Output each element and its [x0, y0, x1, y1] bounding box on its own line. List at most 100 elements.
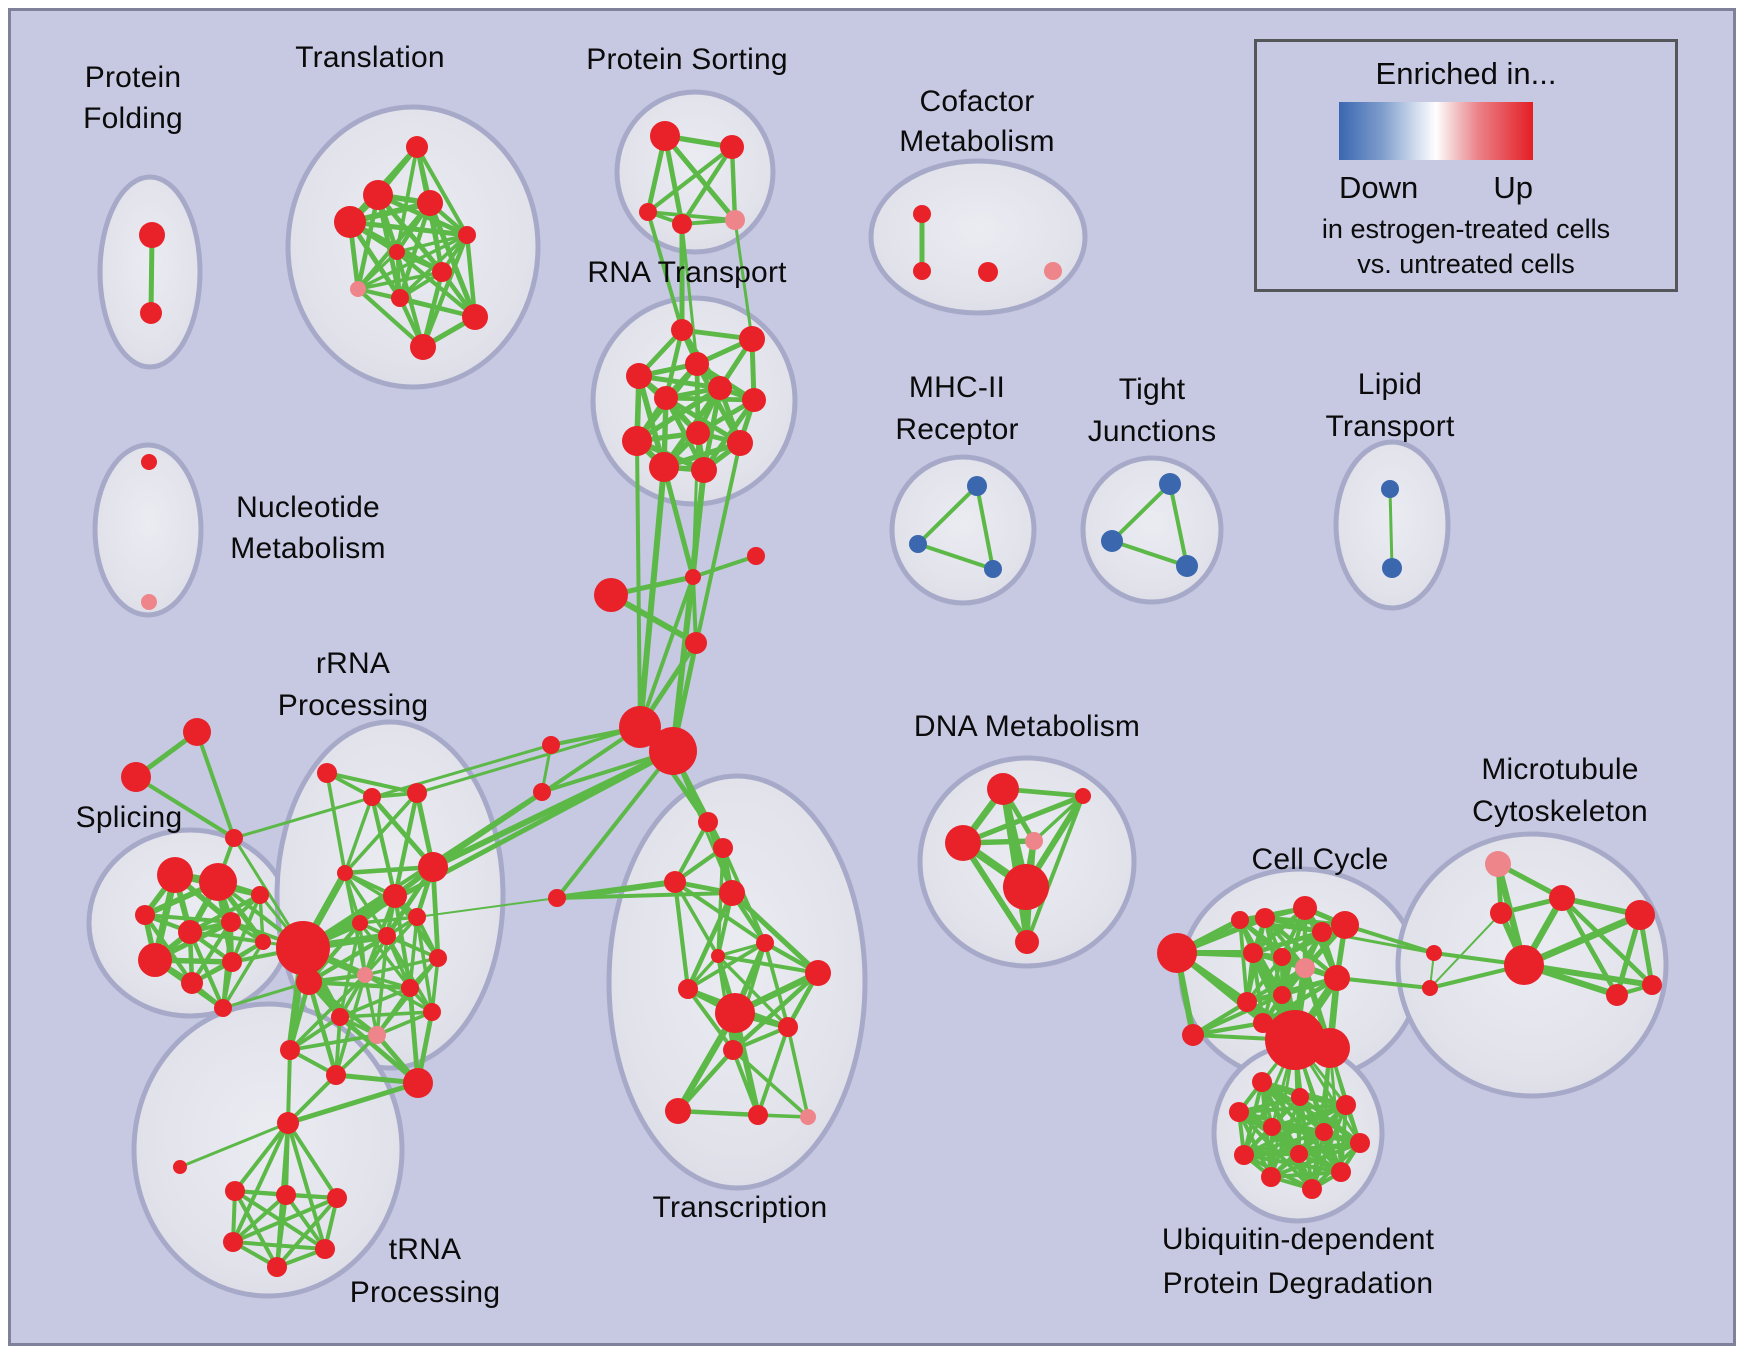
sp-node-3 [178, 920, 202, 944]
mt-node-0 [1485, 851, 1511, 877]
lt-node-1 [1382, 558, 1402, 578]
rr-edge [363, 956, 440, 977]
tx-edge [675, 1108, 761, 1118]
tx-node-10 [723, 1040, 743, 1060]
tr-edge [356, 233, 469, 291]
trna-edge [233, 1189, 279, 1269]
mhc-node-2 [984, 560, 1002, 578]
tx-edge [716, 954, 790, 1029]
rt-node-7 [686, 421, 710, 445]
tx-node-6 [805, 960, 831, 986]
rr-node-15 [276, 921, 330, 975]
rr-node-17 [280, 1040, 300, 1060]
tx-node-12 [748, 1105, 768, 1125]
cc-node-11 [1237, 992, 1257, 1012]
nm-node-1 [141, 594, 157, 610]
cc-node-9 [1295, 958, 1315, 978]
dna-edge [1000, 786, 1030, 945]
rt-node-5 [654, 386, 678, 410]
link-edge [195, 730, 236, 840]
ub-node-7 [1234, 1145, 1254, 1165]
tr-edge [395, 233, 469, 254]
ub-edge [1242, 1130, 1326, 1157]
rr-node-8 [408, 908, 426, 926]
link-edge [638, 575, 695, 729]
tr-edge [355, 286, 426, 350]
link-edge [416, 897, 558, 918]
trna-node-2 [225, 1181, 245, 1201]
cm-node-3 [1044, 262, 1062, 280]
tx-edge [756, 1025, 790, 1117]
trna-edge [178, 1121, 290, 1169]
legend-down-label: Down [1339, 170, 1419, 205]
rr-edge [408, 915, 419, 990]
nm-node-0 [141, 454, 157, 470]
cx-node-13 [1422, 980, 1438, 996]
ps-edge [645, 144, 735, 215]
rt-node-4 [708, 376, 732, 400]
rr-edge [306, 933, 390, 985]
tr-node-7 [350, 281, 366, 297]
tj-edge [1110, 539, 1189, 568]
rt-edge [636, 373, 723, 391]
ps-edge [729, 144, 738, 223]
tx-edge [731, 1048, 760, 1117]
mhc-ellipse [889, 454, 1037, 606]
rt-edge [663, 395, 757, 403]
legend-box: Enriched in... Down Up in estrogen-treat… [1254, 39, 1678, 292]
link-edge [232, 743, 553, 840]
tj-node-0 [1159, 473, 1181, 495]
tj-edge [1110, 482, 1172, 543]
sp-node-0 [157, 857, 193, 893]
cc-edge [1245, 966, 1307, 1004]
mhc-node-0 [967, 476, 987, 496]
tr-node-0 [406, 136, 428, 158]
tx-node-8 [715, 993, 755, 1033]
tr-edge [347, 219, 470, 238]
sp-node-10 [255, 934, 271, 950]
link-edge [637, 464, 667, 730]
cc-node-3 [1255, 908, 1275, 928]
link-edge [1429, 912, 1502, 989]
cx-node-0 [594, 578, 628, 612]
tx-node-1 [713, 838, 733, 858]
trna-edge [286, 1121, 339, 1200]
dna-node-0 [987, 773, 1019, 805]
rr-node-10 [401, 979, 419, 997]
trna-edge [286, 1121, 327, 1251]
ps-edge [662, 133, 738, 223]
tj-edge [1168, 482, 1189, 568]
ub-edge [1237, 1103, 1348, 1114]
legend-axis-labels: Down Up [1339, 170, 1533, 206]
tx-node-3 [719, 880, 745, 906]
trna-edge [233, 1121, 290, 1193]
rr-edge [306, 979, 339, 1078]
tx-node-9 [778, 1017, 798, 1037]
tr-node-5 [389, 244, 405, 260]
cx-node-10 [121, 762, 151, 792]
rr-node-14 [331, 1008, 349, 1026]
cx-node-8 [548, 889, 566, 907]
tx-node-7 [678, 979, 698, 999]
link-edge [680, 222, 699, 366]
sp-node-2 [135, 905, 155, 925]
rt-node-1 [739, 326, 765, 352]
tr-edge [356, 250, 399, 291]
rt-node-9 [727, 430, 753, 456]
rr-edge [392, 790, 420, 899]
tr-node-10 [410, 334, 436, 360]
link-edge [635, 439, 642, 729]
tx-edge [731, 1048, 810, 1119]
link-edge [554, 879, 678, 901]
dna-node-2 [945, 825, 981, 861]
dna-ellipse [917, 755, 1137, 969]
mt-node-6 [1642, 975, 1662, 995]
ub-node-9 [1261, 1167, 1281, 1187]
rr-edge [363, 915, 419, 977]
tx-edge [730, 970, 821, 1053]
cx-node-5 [649, 727, 697, 775]
cx-node-6 [542, 736, 560, 754]
mhc-node-1 [909, 535, 927, 553]
